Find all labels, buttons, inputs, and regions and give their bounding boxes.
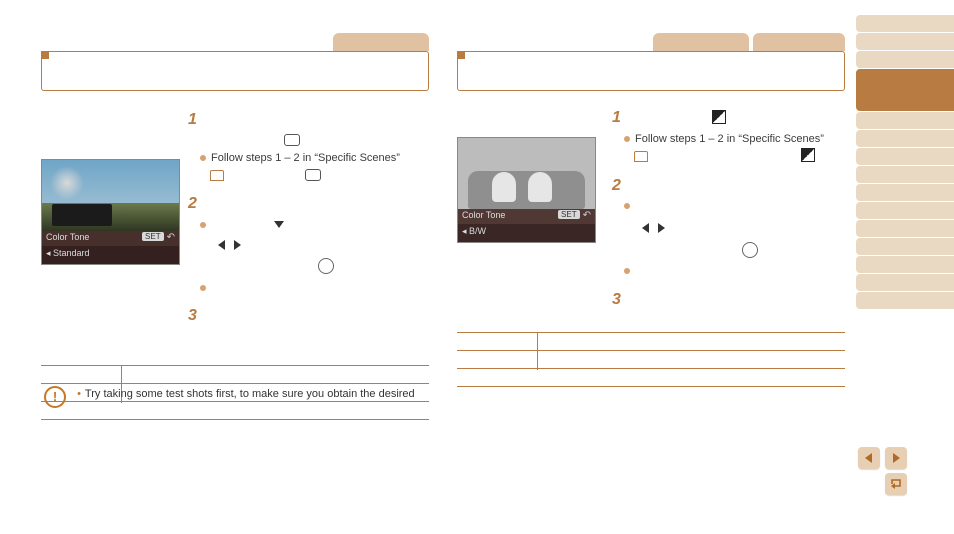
manual-page: Color Tone ↶ SET ◂ Standard 1 Follow ste… bbox=[0, 0, 954, 534]
caution-note: ! •Try taking some test shots first, to … bbox=[44, 386, 648, 408]
side-tab[interactable] bbox=[856, 112, 954, 129]
step-number: 3 bbox=[188, 303, 428, 329]
heading-tab bbox=[333, 33, 429, 51]
heading-bullet-icon bbox=[41, 51, 49, 59]
table-row bbox=[457, 350, 845, 368]
thumb-overlay-top: Color Tone ↶ SET bbox=[42, 231, 179, 246]
table-row bbox=[457, 368, 845, 386]
heading-bullet-icon bbox=[457, 51, 465, 59]
step-text: Follow steps 1 – 2 in “Specific Scenes” bbox=[635, 133, 824, 145]
camera-screenshot-thumb: Color Tone ↶ SET ◂ B/W bbox=[457, 137, 596, 243]
return-button[interactable] bbox=[885, 473, 907, 495]
prev-page-button[interactable] bbox=[858, 447, 880, 469]
side-tab[interactable] bbox=[856, 51, 954, 68]
side-tab[interactable] bbox=[856, 148, 954, 165]
caution-icon: ! bbox=[44, 386, 66, 408]
step-1: 1 Follow steps 1 – 2 in “Specific Scenes… bbox=[188, 107, 428, 185]
mode-dial-icon bbox=[284, 134, 300, 146]
step-2: 2 bbox=[188, 191, 428, 297]
side-tab[interactable] bbox=[856, 292, 954, 309]
bullet-icon bbox=[624, 268, 630, 274]
side-tab[interactable] bbox=[856, 130, 954, 147]
thumb-locomotive bbox=[52, 204, 112, 226]
side-tab[interactable] bbox=[856, 33, 954, 50]
steps: 1 Follow steps 1 – 2 in “Specific Scenes… bbox=[188, 105, 428, 335]
table-row bbox=[41, 365, 429, 383]
heading-box bbox=[41, 51, 429, 91]
side-tab-strip bbox=[856, 15, 954, 310]
side-tab[interactable] bbox=[856, 184, 954, 201]
tone-table bbox=[457, 332, 845, 387]
side-tab[interactable] bbox=[856, 220, 954, 237]
down-arrow-icon bbox=[274, 221, 284, 228]
thumb-label-bottom: ◂ Standard bbox=[46, 248, 90, 258]
side-tab[interactable] bbox=[856, 256, 954, 273]
thumb-figure bbox=[528, 172, 552, 202]
next-page-button[interactable] bbox=[885, 447, 907, 469]
bullet-icon: • bbox=[77, 388, 81, 400]
steps: 1 Follow steps 1 – 2 in “Specific Scenes… bbox=[612, 105, 852, 318]
step-3: 3 bbox=[612, 287, 852, 313]
table-column-separator bbox=[537, 332, 538, 370]
set-badge: SET bbox=[142, 232, 164, 241]
func-set-icon bbox=[742, 242, 758, 258]
heading-box bbox=[457, 51, 845, 91]
heading-tab bbox=[753, 33, 845, 51]
bullet-icon bbox=[624, 136, 630, 142]
manual-ref-icon bbox=[210, 170, 224, 181]
right-column: Color Tone ↶ SET ◂ B/W 1 Follow steps 1 … bbox=[457, 33, 845, 105]
side-tab[interactable] bbox=[856, 274, 954, 291]
step-number: 3 bbox=[612, 287, 852, 313]
caution-text: •Try taking some test shots first, to ma… bbox=[77, 386, 415, 403]
heading-tab bbox=[653, 33, 749, 51]
side-tab[interactable] bbox=[856, 202, 954, 219]
step-number: 1 bbox=[188, 107, 428, 133]
contrast-icon bbox=[801, 148, 815, 162]
left-arrow-icon bbox=[218, 240, 225, 250]
thumb-overlay-top: Color Tone ↶ SET bbox=[458, 209, 595, 224]
table-rule bbox=[41, 419, 429, 420]
step-number: 2 bbox=[612, 173, 852, 199]
left-column: Color Tone ↶ SET ◂ Standard 1 Follow ste… bbox=[41, 33, 429, 105]
thumb-overlay-bottom: ◂ B/W bbox=[458, 224, 595, 242]
return-arrow-icon: ↶ bbox=[167, 232, 175, 243]
bullet-icon bbox=[624, 203, 630, 209]
side-tab[interactable] bbox=[856, 166, 954, 183]
step-3: 3 bbox=[188, 303, 428, 329]
func-set-icon bbox=[318, 258, 334, 274]
bullet-icon bbox=[200, 222, 206, 228]
thumb-label-top: Color Tone bbox=[46, 232, 89, 242]
step-number: 1 bbox=[612, 109, 621, 126]
bullet-icon bbox=[200, 155, 206, 161]
right-arrow-icon bbox=[658, 223, 665, 233]
thumb-label-bottom: ◂ B/W bbox=[462, 226, 486, 236]
side-tab-active[interactable] bbox=[856, 69, 954, 111]
thumb-label-top: Color Tone bbox=[462, 210, 505, 220]
thumb-sofa bbox=[468, 171, 585, 209]
step-text: Follow steps 1 – 2 in “Specific Scenes” bbox=[211, 152, 400, 164]
thumb-smoke bbox=[50, 166, 84, 200]
side-tab[interactable] bbox=[856, 238, 954, 255]
right-arrow-icon bbox=[234, 240, 241, 250]
step-number: 2 bbox=[188, 191, 428, 217]
bullet-icon bbox=[200, 285, 206, 291]
contrast-icon bbox=[712, 110, 726, 124]
thumb-overlay-bottom: ◂ Standard bbox=[42, 246, 179, 264]
left-arrow-icon bbox=[642, 223, 649, 233]
return-arrow-icon: ↶ bbox=[583, 210, 591, 221]
step-1: 1 Follow steps 1 – 2 in “Specific Scenes… bbox=[612, 105, 852, 167]
side-tab[interactable] bbox=[856, 15, 954, 32]
mode-dial-icon bbox=[305, 169, 321, 181]
page-nav bbox=[856, 447, 907, 495]
heading-tabs bbox=[457, 33, 845, 51]
camera-screenshot-thumb: Color Tone ↶ SET ◂ Standard bbox=[41, 159, 180, 265]
set-badge: SET bbox=[558, 210, 580, 219]
thumb-figure bbox=[492, 172, 516, 202]
heading-tabs bbox=[41, 33, 429, 51]
table-row bbox=[457, 332, 845, 350]
manual-ref-icon bbox=[634, 151, 648, 162]
step-2: 2 bbox=[612, 173, 852, 281]
